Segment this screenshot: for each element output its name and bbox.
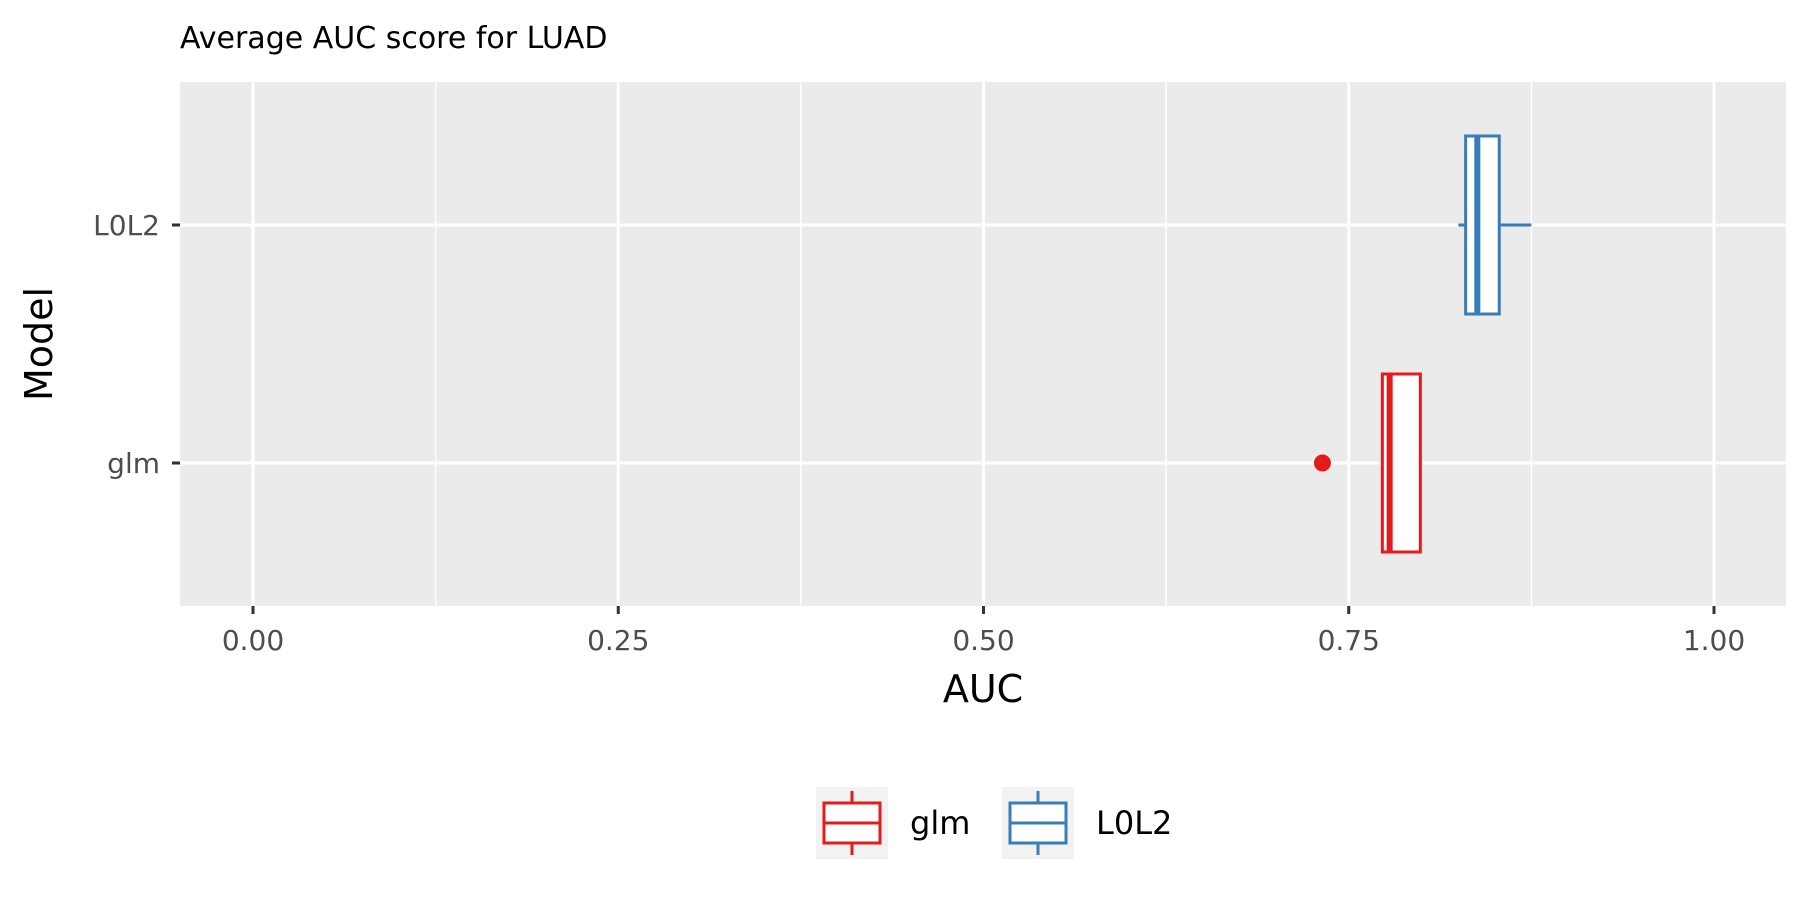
box-l0l2 [1458, 134, 1532, 316]
x-tick-label: 0.00 [222, 624, 284, 657]
chart-title: Average AUC score for LUAD [180, 21, 607, 56]
x-tick-label: 0.75 [1318, 624, 1380, 657]
legend-label: L0L2 [1096, 804, 1172, 842]
box-body [1464, 134, 1501, 316]
axes: 0.00 0.25 0.50 0.75 1.00 glm L0L2 [93, 209, 1745, 657]
x-tick-label: 0.50 [952, 624, 1014, 657]
y-tick-label: L0L2 [93, 209, 160, 242]
boxes [1313, 134, 1532, 554]
legend-item-glm: glm [816, 787, 970, 859]
legend-label: glm [910, 804, 970, 842]
legend: glm L0L2 [816, 787, 1172, 859]
y-axis-title: Model [17, 287, 61, 401]
box-glm [1313, 372, 1422, 554]
legend-item-l0l2: L0L2 [1002, 787, 1172, 859]
outlier-point [1313, 454, 1331, 472]
x-tick-label: 1.00 [1683, 624, 1745, 657]
x-tick-label: 0.25 [587, 624, 649, 657]
y-tick-label: glm [107, 447, 160, 480]
x-axis-title: AUC [943, 667, 1023, 711]
